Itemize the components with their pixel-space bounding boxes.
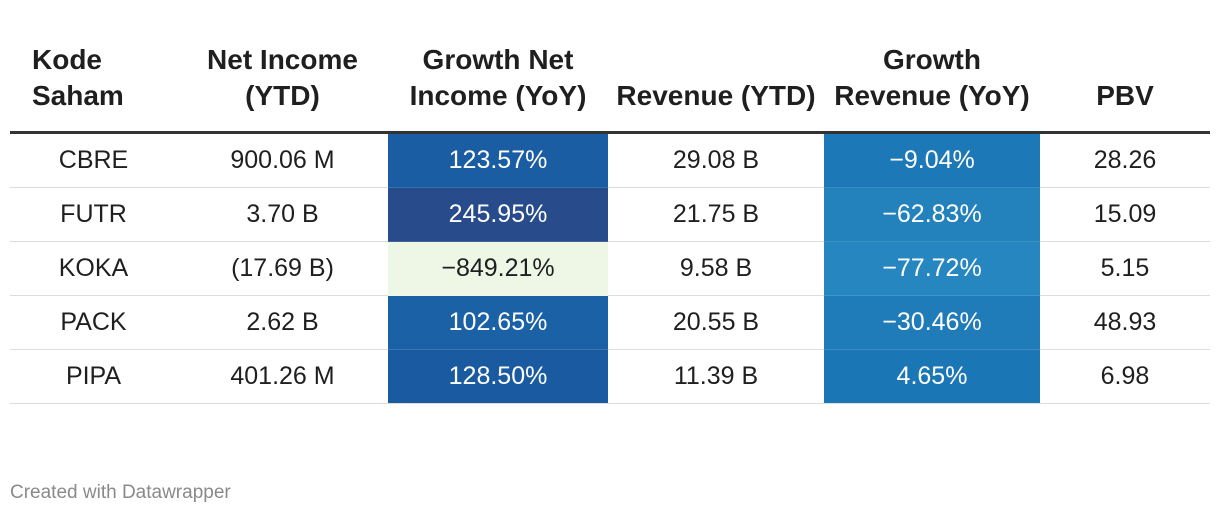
header-pbv[interactable]: PBV: [1040, 42, 1210, 134]
table-row: FUTR 3.70 B 245.95% 21.75 B −62.83% 15.0…: [10, 187, 1210, 242]
table-body: CBRE 900.06 M 123.57% 29.08 B −9.04% 28.…: [10, 132, 1210, 404]
datawrapper-credit[interactable]: Created with Datawrapper: [10, 482, 231, 503]
cell-kode: PACK: [10, 295, 177, 350]
cell-pbv: 5.15: [1040, 241, 1210, 296]
cell-revenue: 21.75 B: [608, 187, 824, 242]
cell-net-income: (17.69 B): [177, 241, 388, 296]
cell-net-income: 900.06 M: [177, 132, 388, 188]
cell-growth-revenue: 4.65%: [824, 349, 1040, 404]
cell-kode: PIPA: [10, 349, 177, 404]
header-growth-net-income[interactable]: Growth Net Income (YoY): [388, 42, 608, 134]
cell-pbv: 28.26: [1040, 132, 1210, 188]
cell-kode: FUTR: [10, 187, 177, 242]
cell-growth-net-income: 102.65%: [388, 295, 608, 350]
cell-kode: CBRE: [10, 132, 177, 188]
table-row: PIPA 401.26 M 128.50% 11.39 B 4.65% 6.98: [10, 349, 1210, 404]
cell-growth-net-income: 123.57%: [388, 132, 608, 188]
header-revenue[interactable]: Revenue (YTD): [608, 42, 824, 134]
cell-net-income: 2.62 B: [177, 295, 388, 350]
cell-growth-net-income: −849.21%: [388, 241, 608, 296]
cell-revenue: 9.58 B: [608, 241, 824, 296]
cell-growth-revenue: −62.83%: [824, 187, 1040, 242]
cell-growth-net-income: 128.50%: [388, 349, 608, 404]
cell-net-income: 3.70 B: [177, 187, 388, 242]
cell-net-income: 401.26 M: [177, 349, 388, 404]
cell-growth-revenue: −77.72%: [824, 241, 1040, 296]
header-kode-saham[interactable]: Kode Saham: [10, 42, 177, 134]
cell-growth-net-income: 245.95%: [388, 187, 608, 242]
table-row: KOKA (17.69 B) −849.21% 9.58 B −77.72% 5…: [10, 241, 1210, 296]
cell-pbv: 6.98: [1040, 349, 1210, 404]
cell-pbv: 15.09: [1040, 187, 1210, 242]
header-net-income[interactable]: Net Income (YTD): [177, 42, 388, 134]
cell-revenue: 20.55 B: [608, 295, 824, 350]
header-growth-revenue[interactable]: Growth Revenue (YoY): [824, 42, 1040, 134]
table-row: PACK 2.62 B 102.65% 20.55 B −30.46% 48.9…: [10, 295, 1210, 350]
table-header-row: Kode Saham Net Income (YTD) Growth Net I…: [10, 42, 1210, 134]
cell-growth-revenue: −30.46%: [824, 295, 1040, 350]
cell-kode: KOKA: [10, 241, 177, 296]
cell-revenue: 11.39 B: [608, 349, 824, 404]
cell-revenue: 29.08 B: [608, 132, 824, 188]
stock-table: Kode Saham Net Income (YTD) Growth Net I…: [10, 42, 1210, 404]
cell-pbv: 48.93: [1040, 295, 1210, 350]
data-table-container: Kode Saham Net Income (YTD) Growth Net I…: [10, 42, 1210, 404]
table-row: CBRE 900.06 M 123.57% 29.08 B −9.04% 28.…: [10, 132, 1210, 188]
cell-growth-revenue: −9.04%: [824, 132, 1040, 188]
